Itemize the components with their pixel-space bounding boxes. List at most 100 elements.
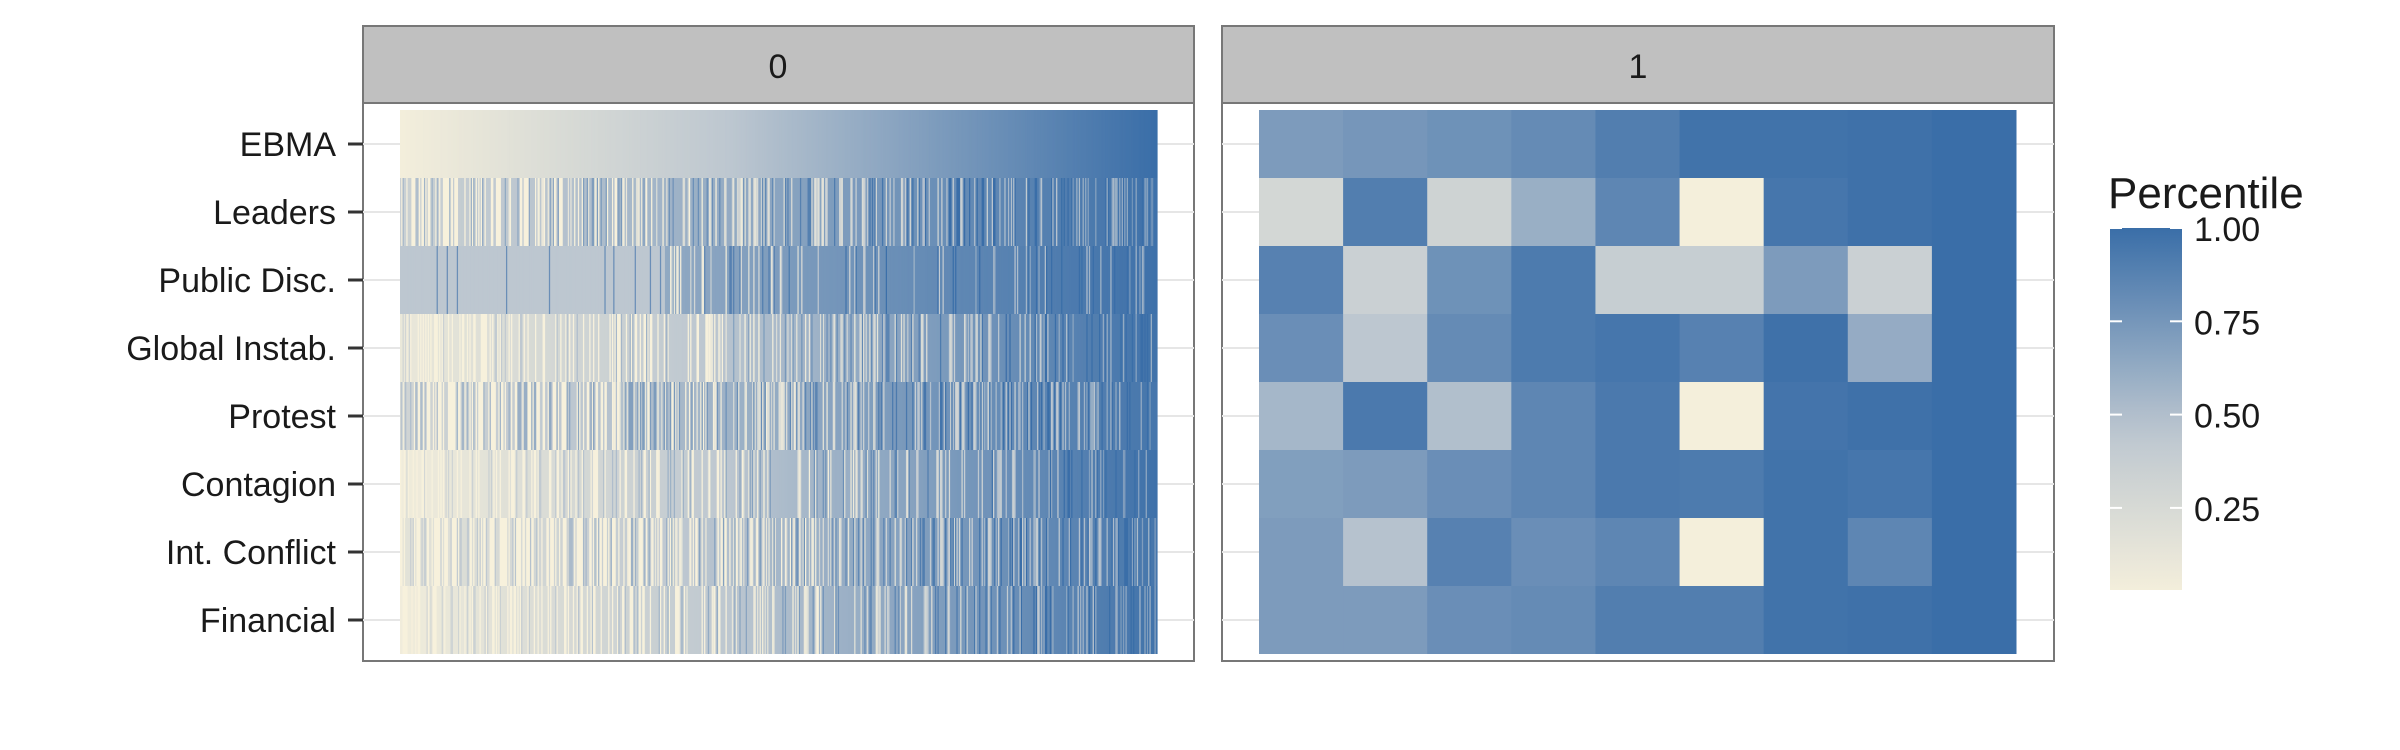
heatmap-cell bbox=[916, 246, 918, 314]
heatmap-cell bbox=[1033, 178, 1036, 246]
heatmap-cell bbox=[753, 110, 756, 178]
heatmap-cell bbox=[624, 518, 627, 586]
heatmap-cell bbox=[875, 314, 878, 382]
heatmap-cell bbox=[788, 450, 791, 518]
heatmap-cell bbox=[572, 450, 575, 518]
heatmap-cell bbox=[657, 246, 660, 314]
heatmap-cell bbox=[880, 110, 883, 178]
heatmap-cell bbox=[768, 382, 771, 450]
heatmap-cell bbox=[579, 178, 582, 246]
heatmap-cell bbox=[934, 246, 937, 314]
heatmap-cell bbox=[705, 382, 708, 450]
heatmap-cell bbox=[904, 178, 907, 246]
heatmap-cell bbox=[889, 586, 892, 654]
heatmap-cell bbox=[1039, 314, 1042, 382]
heatmap-cell bbox=[1150, 518, 1153, 586]
heatmap-cell bbox=[969, 586, 971, 654]
heatmap-cell bbox=[701, 518, 704, 586]
heatmap-cell bbox=[860, 382, 863, 450]
heatmap-cell bbox=[910, 246, 913, 314]
heatmap-cell bbox=[903, 518, 906, 586]
heatmap-cell bbox=[791, 246, 793, 314]
heatmap-cell bbox=[781, 450, 783, 518]
heatmap-cell bbox=[642, 246, 645, 314]
heatmap-cell bbox=[468, 586, 470, 654]
heatmap-cell bbox=[748, 246, 751, 314]
heatmap-cell bbox=[841, 314, 844, 382]
heatmap-cell bbox=[912, 110, 915, 178]
heatmap-cell bbox=[610, 518, 613, 586]
heatmap-cell bbox=[831, 518, 834, 586]
heatmap-cell bbox=[1106, 382, 1109, 450]
heatmap-cell bbox=[1051, 178, 1053, 246]
heatmap-cell bbox=[847, 586, 850, 654]
heatmap-cell bbox=[1106, 450, 1109, 518]
heatmap-cell bbox=[1023, 246, 1026, 314]
heatmap-cell bbox=[436, 314, 439, 382]
heatmap-cell bbox=[528, 178, 531, 246]
heatmap-cell bbox=[546, 450, 549, 518]
heatmap-cell bbox=[697, 178, 700, 246]
heatmap-cell bbox=[456, 314, 459, 382]
heatmap-cell bbox=[801, 382, 804, 450]
heatmap-cell bbox=[1006, 382, 1009, 450]
heatmap-cell bbox=[555, 314, 558, 382]
heatmap-cell bbox=[972, 382, 975, 450]
heatmap-cell bbox=[513, 178, 516, 246]
heatmap-cell bbox=[1063, 314, 1066, 382]
heatmap-cell bbox=[798, 450, 801, 518]
heatmap-cell bbox=[847, 246, 850, 314]
heatmap-cell bbox=[863, 110, 865, 178]
heatmap-cell bbox=[417, 110, 420, 178]
heatmap-cell bbox=[686, 586, 689, 654]
heatmap-cell bbox=[1092, 586, 1095, 654]
heatmap-cell bbox=[1045, 246, 1048, 314]
heatmap-cell bbox=[570, 450, 573, 518]
heatmap-cell bbox=[991, 314, 994, 382]
heatmap-cell bbox=[1052, 178, 1055, 246]
heatmap-cell bbox=[540, 178, 542, 246]
heatmap-cell bbox=[445, 110, 448, 178]
heatmap-cell bbox=[716, 586, 719, 654]
heatmap-cell bbox=[1066, 246, 1069, 314]
heatmap-cell bbox=[1134, 246, 1137, 314]
heatmap-cell bbox=[1056, 110, 1058, 178]
heatmap-cell bbox=[926, 382, 928, 450]
heatmap-cell bbox=[1146, 518, 1149, 586]
heatmap-cell bbox=[484, 382, 487, 450]
heatmap-cell bbox=[493, 314, 496, 382]
heatmap-cell bbox=[401, 178, 404, 246]
heatmap-cell bbox=[553, 110, 556, 178]
heatmap-cell bbox=[642, 178, 645, 246]
heatmap-cell bbox=[1117, 110, 1120, 178]
heatmap-cell bbox=[946, 110, 949, 178]
heatmap-cell bbox=[981, 246, 984, 314]
heatmap-cell bbox=[1086, 246, 1089, 314]
heatmap-cell bbox=[1038, 518, 1041, 586]
heatmap-cell bbox=[572, 518, 575, 586]
heatmap-cell bbox=[532, 450, 535, 518]
heatmap-cell bbox=[603, 178, 605, 246]
heatmap-cell bbox=[624, 178, 627, 246]
heatmap-cell bbox=[1931, 110, 2017, 178]
heatmap-cell bbox=[504, 382, 507, 450]
heatmap-cell bbox=[914, 178, 917, 246]
heatmap-cell bbox=[1095, 382, 1098, 450]
heatmap-cell bbox=[958, 246, 961, 314]
heatmap-cell bbox=[975, 110, 978, 178]
heatmap-cell bbox=[1154, 586, 1157, 654]
heatmap-cell bbox=[541, 314, 544, 382]
heatmap-cell bbox=[1101, 586, 1104, 654]
heatmap-cell bbox=[832, 586, 835, 654]
heatmap-cell bbox=[652, 382, 655, 450]
heatmap-cell bbox=[857, 178, 860, 246]
heatmap-cell bbox=[1133, 450, 1135, 518]
heatmap-cell bbox=[408, 246, 411, 314]
heatmap-cell bbox=[1088, 382, 1091, 450]
heatmap-cell bbox=[738, 246, 740, 314]
heatmap-cell bbox=[596, 178, 599, 246]
heatmap-cell bbox=[552, 518, 555, 586]
heatmap-cell bbox=[614, 246, 617, 314]
heatmap-cell bbox=[961, 586, 964, 654]
